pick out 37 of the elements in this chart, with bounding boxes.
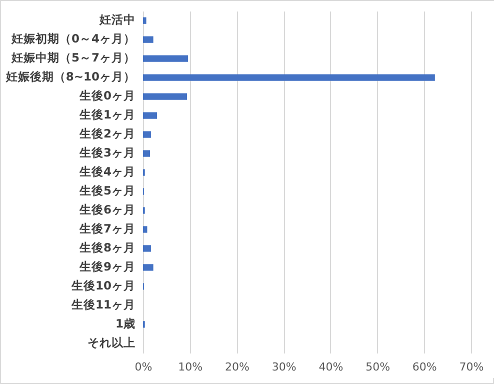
y-tick-label: 1歳 [115, 316, 136, 330]
y-tick-label: 生後6ヶ月 [78, 202, 136, 216]
y-tick-label: 生後11ヶ月 [70, 297, 136, 312]
y-tick-label: 生後4ヶ月 [78, 164, 136, 179]
x-tick-label: 40% [318, 360, 344, 374]
bar [143, 74, 435, 81]
x-tick-label: 0% [134, 360, 152, 374]
x-tick-label: 60% [412, 360, 437, 374]
x-tick-label: 70% [459, 360, 484, 374]
y-tick-label: 生後0ヶ月 [78, 88, 136, 103]
bar [143, 93, 188, 100]
bar [143, 150, 150, 157]
y-tick-label: 生後8ヶ月 [78, 240, 136, 254]
y-tick-label: 生後2ヶ月 [78, 126, 136, 141]
y-tick-label: 生後3ヶ月 [78, 146, 136, 160]
y-tick-label: 生後10ヶ月 [70, 278, 136, 292]
bar [143, 131, 151, 138]
x-tick-label: 20% [224, 360, 250, 374]
bar [143, 55, 188, 62]
bar [143, 226, 148, 233]
x-tick-label: 30% [272, 360, 296, 374]
bar [143, 17, 146, 24]
y-tick-label: 妊娠後期（8~10ヶ月） [4, 70, 136, 84]
bar [143, 264, 154, 271]
y-tick-label: 生後9ヶ月 [78, 259, 136, 274]
bar [143, 112, 158, 119]
y-tick-label: 生後1ヶ月 [78, 108, 136, 122]
x-tick-label: 10% [178, 360, 203, 374]
bar [143, 245, 151, 252]
y-tick-label: 生後5ヶ月 [78, 183, 136, 198]
y-tick-label: 妊娠初期（0～4ヶ月） [10, 32, 136, 46]
bar [143, 36, 154, 43]
y-tick-label: 生後7ヶ月 [78, 221, 136, 236]
y-tick-label: 妊活中 [98, 12, 136, 27]
y-tick-label: それ以上 [88, 335, 136, 350]
y-tick-label: 妊娠中期（5～7ヶ月） [10, 50, 136, 65]
x-tick-label: 50% [366, 360, 390, 374]
